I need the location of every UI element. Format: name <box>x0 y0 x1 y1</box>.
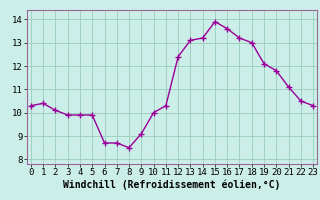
X-axis label: Windchill (Refroidissement éolien,°C): Windchill (Refroidissement éolien,°C) <box>63 180 281 190</box>
